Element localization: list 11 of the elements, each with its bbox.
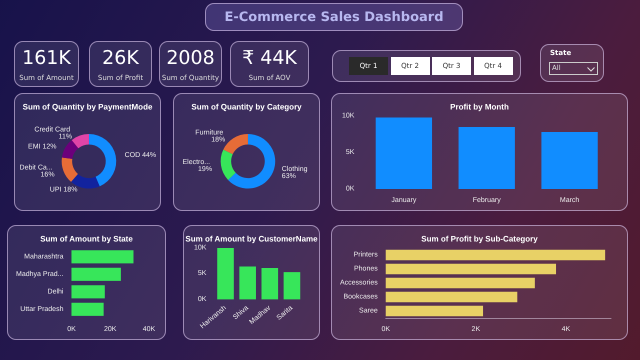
chart-title: Sum of Profit by Sub-Category [421,234,538,244]
chart-title: Profit by Month [450,102,509,112]
chart-title: Sum of Amount by State [40,234,134,244]
chart-title: Sum of Quantity by Category [191,102,302,112]
text: E-Commerce Sales Dashboard [223,10,445,25]
text: 161K [21,47,72,69]
chart-title: Sum of Quantity by PaymentMode [22,102,153,112]
chart-title: Sum of Amount by CustomerName [185,234,318,244]
text: 26K [101,47,140,69]
text: 2008 [165,47,216,69]
text: ₹ 44K [241,47,298,69]
